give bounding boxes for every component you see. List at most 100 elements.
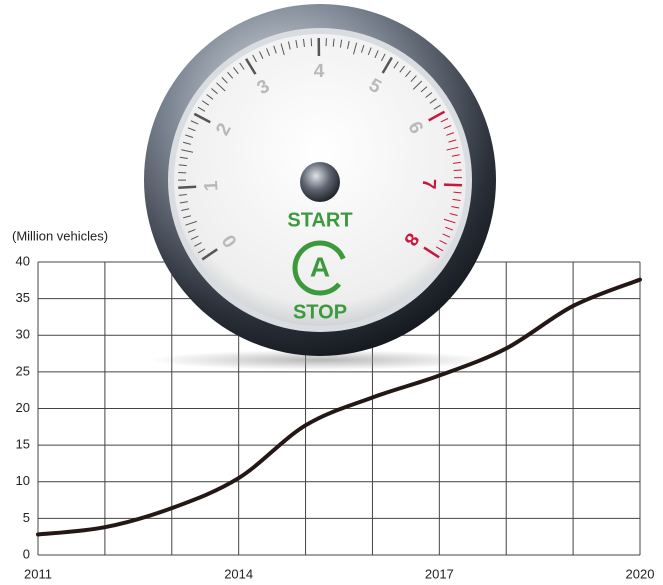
gauge-tick bbox=[367, 47, 372, 56]
gauge-tick bbox=[429, 98, 437, 104]
gauge-tick bbox=[393, 61, 399, 69]
y-tick-label: 10 bbox=[16, 473, 30, 488]
gauge-tick bbox=[178, 194, 187, 196]
gauge-tick bbox=[216, 82, 226, 92]
gauge-tick bbox=[425, 92, 433, 98]
gauge-tick bbox=[227, 71, 234, 79]
y-axis-label: (Million vehicles) bbox=[12, 228, 108, 243]
gauge-tick bbox=[442, 233, 451, 238]
gauge-knob bbox=[300, 162, 340, 202]
gauge-tick bbox=[197, 248, 206, 254]
gauge-tick bbox=[302, 38, 305, 47]
gauge-tick bbox=[310, 38, 313, 47]
gauge-tick bbox=[181, 149, 194, 153]
y-tick-label: 5 bbox=[23, 510, 30, 525]
gauge-tick bbox=[233, 67, 239, 75]
gauge-tick bbox=[449, 213, 458, 216]
start-stop-icon-ring bbox=[292, 240, 348, 296]
gauge-tick bbox=[178, 185, 197, 189]
gauge-tick bbox=[182, 141, 191, 145]
gauge-tick bbox=[451, 205, 460, 209]
gauge-tick bbox=[453, 169, 462, 172]
gauge-tick bbox=[179, 156, 188, 160]
gauge-tick bbox=[452, 198, 461, 201]
gauge-tick bbox=[360, 44, 365, 53]
gauge-tick bbox=[451, 154, 460, 157]
gauge-tick bbox=[428, 110, 446, 122]
gauge-tick bbox=[339, 39, 343, 48]
gauge-tick bbox=[179, 201, 188, 204]
gauge-tick bbox=[433, 104, 441, 110]
gauge-tick bbox=[452, 161, 461, 164]
gauge-tick bbox=[435, 246, 444, 252]
gauge-tick bbox=[239, 62, 245, 70]
gauge-tick bbox=[178, 164, 187, 167]
gauge-shadow bbox=[150, 350, 490, 370]
y-tick-label: 40 bbox=[16, 253, 30, 268]
start-stop-icon: A bbox=[310, 251, 330, 282]
gauge-tick bbox=[448, 139, 457, 143]
gauge-tick bbox=[446, 146, 459, 151]
gauge-tick bbox=[445, 226, 454, 231]
y-tick-label: 25 bbox=[16, 363, 30, 378]
gauge-tick bbox=[399, 65, 405, 73]
gauge-tick bbox=[453, 191, 462, 194]
gauge-tick bbox=[245, 58, 257, 75]
start-label: START bbox=[287, 209, 352, 231]
gauge-tick bbox=[287, 41, 291, 50]
stop-label: STOP bbox=[293, 301, 347, 323]
gauge-tick bbox=[443, 125, 452, 130]
gauge-tick bbox=[194, 242, 202, 247]
gauge-tick bbox=[332, 38, 335, 47]
gauge-tick bbox=[201, 100, 210, 106]
gauge-tick bbox=[443, 218, 456, 224]
x-tick-label: 2014 bbox=[224, 566, 253, 581]
y-tick-label: 35 bbox=[16, 290, 30, 305]
gauge-tick bbox=[221, 77, 228, 84]
gauge-tick bbox=[190, 120, 199, 125]
gauge-tick bbox=[374, 50, 379, 58]
gauge-tick bbox=[183, 215, 191, 219]
line bbox=[36, 277, 642, 537]
gauge-tick bbox=[193, 112, 211, 124]
gauge-tick bbox=[439, 240, 447, 245]
gauge-tick bbox=[201, 248, 218, 261]
dial-label: 1 bbox=[201, 180, 223, 192]
dial-label: 4 bbox=[314, 61, 325, 82]
gauge-tick bbox=[423, 246, 440, 259]
gauge-tick bbox=[181, 208, 190, 211]
dial-label: 7 bbox=[418, 178, 439, 189]
gauge-tick bbox=[420, 86, 428, 93]
gauge-tick bbox=[380, 53, 386, 62]
y-tick-label: 15 bbox=[16, 437, 30, 452]
gauge-tick bbox=[197, 106, 206, 112]
gauge-tick bbox=[266, 48, 271, 57]
gauge-tick bbox=[347, 40, 350, 49]
gauge-tick bbox=[353, 42, 358, 55]
x-tick-label: 2020 bbox=[626, 566, 655, 581]
y-tick-label: 0 bbox=[23, 546, 30, 561]
y-tick-label: 20 bbox=[16, 400, 30, 415]
gauge-tick bbox=[187, 228, 196, 233]
gauge-tick bbox=[185, 220, 197, 226]
gauge-tick bbox=[190, 235, 199, 240]
gauge-tick bbox=[252, 54, 257, 63]
gauge-tick bbox=[405, 70, 411, 78]
gauge-tick bbox=[381, 56, 393, 74]
y-tick-label: 30 bbox=[16, 327, 30, 342]
gauge-tick bbox=[273, 45, 277, 54]
gauge-tick bbox=[295, 39, 298, 49]
gauge-tick bbox=[443, 183, 462, 187]
gauge-tick bbox=[259, 51, 264, 59]
gauge-tick bbox=[187, 127, 196, 132]
x-tick-label: 2011 bbox=[24, 566, 52, 581]
gauge-tick bbox=[211, 88, 218, 95]
gauge-tick bbox=[206, 94, 214, 100]
x-tick-label: 2017 bbox=[425, 566, 454, 581]
gauge-tick bbox=[185, 134, 194, 138]
gauge-tick bbox=[440, 118, 449, 123]
gauge-tick bbox=[410, 75, 417, 82]
gauge-tick bbox=[280, 43, 285, 56]
